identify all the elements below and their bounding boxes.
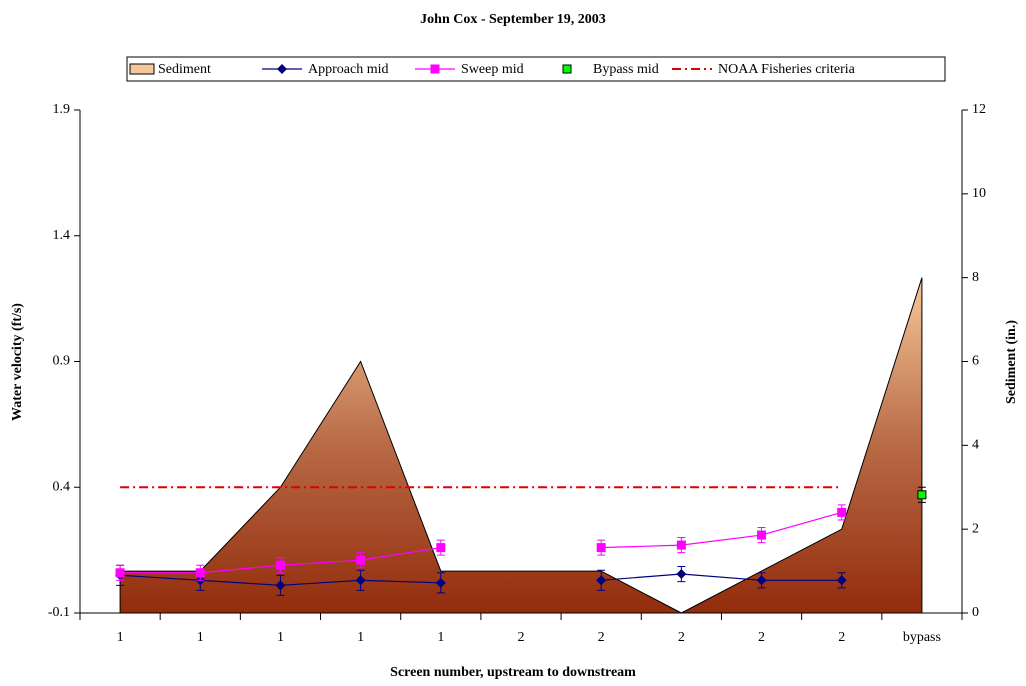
data-point [356, 555, 366, 565]
y-axis-title: Water velocity (ft/s) [10, 303, 25, 421]
x-tick-label: 2 [598, 630, 605, 645]
legend-symbol [129, 63, 155, 75]
data-point [435, 577, 446, 588]
y2-tick-label: 8 [972, 270, 979, 285]
legend-label: Approach mid [308, 62, 388, 77]
y-tick-label: 0.4 [53, 479, 71, 494]
data-point [917, 490, 927, 500]
x-tick-label: 1 [197, 630, 204, 645]
data-point [195, 568, 205, 578]
legend-marker [562, 64, 572, 74]
data-point [275, 580, 286, 591]
legend-marker [430, 64, 440, 74]
data-point [596, 575, 607, 586]
x-tick-label: 1 [437, 630, 444, 645]
y2-tick-label: 10 [972, 186, 986, 201]
x-axis-title: Screen number, upstream to downstream [390, 665, 636, 680]
legend-label: NOAA Fisheries criteria [718, 62, 856, 77]
data-point [436, 543, 446, 553]
data-point [756, 575, 767, 586]
sediment-area [119, 277, 923, 614]
y2-axis-title: Sediment (in.) [1004, 320, 1019, 404]
y2-tick-label: 0 [972, 605, 979, 620]
x-tick-label: 2 [838, 630, 845, 645]
legend-label: Sediment [158, 62, 211, 77]
y-tick-label: 1.9 [53, 102, 71, 117]
y2-tick-label: 4 [972, 438, 979, 453]
data-point [676, 540, 686, 550]
legend-label: Sweep mid [461, 62, 524, 77]
x-tick-label: 1 [277, 630, 284, 645]
data-point [676, 569, 687, 580]
data-point [275, 560, 285, 570]
x-tick-label: 1 [117, 630, 124, 645]
data-point [115, 568, 125, 578]
y2-tick-label: 2 [972, 521, 979, 536]
legend-marker [277, 64, 287, 74]
x-tick-label: 2 [758, 630, 765, 645]
data-point [757, 530, 767, 540]
y-tick-label: 0.9 [53, 354, 71, 369]
x-tick-label: 2 [678, 630, 685, 645]
legend-label: Bypass mid [593, 62, 659, 77]
chart-title: John Cox - September 19, 2003 [420, 12, 606, 27]
y-tick-label: 1.4 [53, 228, 71, 243]
x-tick-label: 1 [357, 630, 364, 645]
y-tick-label: -0.1 [48, 605, 70, 620]
x-tick-label: 2 [518, 630, 525, 645]
data-point [355, 575, 366, 586]
y2-tick-label: 6 [972, 354, 979, 369]
x-tick-label: bypass [903, 630, 941, 645]
data-point [836, 575, 847, 586]
data-point [837, 507, 847, 517]
data-point [596, 543, 606, 553]
y2-tick-label: 12 [972, 102, 986, 117]
